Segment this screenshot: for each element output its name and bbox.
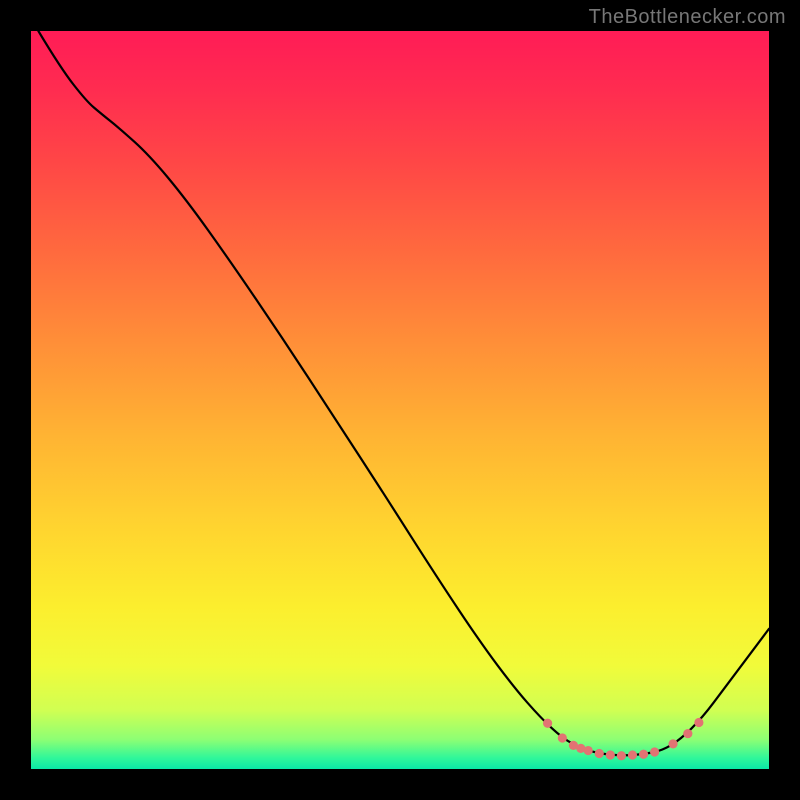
bottleneck-marker [683,729,692,738]
bottleneck-marker [694,718,703,727]
bottleneck-marker [584,746,593,755]
bottleneck-marker [606,750,615,759]
bottleneck-marker [543,719,552,728]
bottleneck-marker [628,750,637,759]
bottleneck-marker [650,747,659,756]
bottleneck-chart [0,0,800,800]
bottleneck-marker [595,749,604,758]
chart-container: TheBottlenecker.com [0,0,800,800]
watermark-text: TheBottlenecker.com [589,6,786,29]
chart-gradient-background [31,31,769,769]
bottleneck-marker [668,739,677,748]
bottleneck-marker [639,750,648,759]
bottleneck-marker [617,751,626,760]
bottleneck-marker [558,733,567,742]
